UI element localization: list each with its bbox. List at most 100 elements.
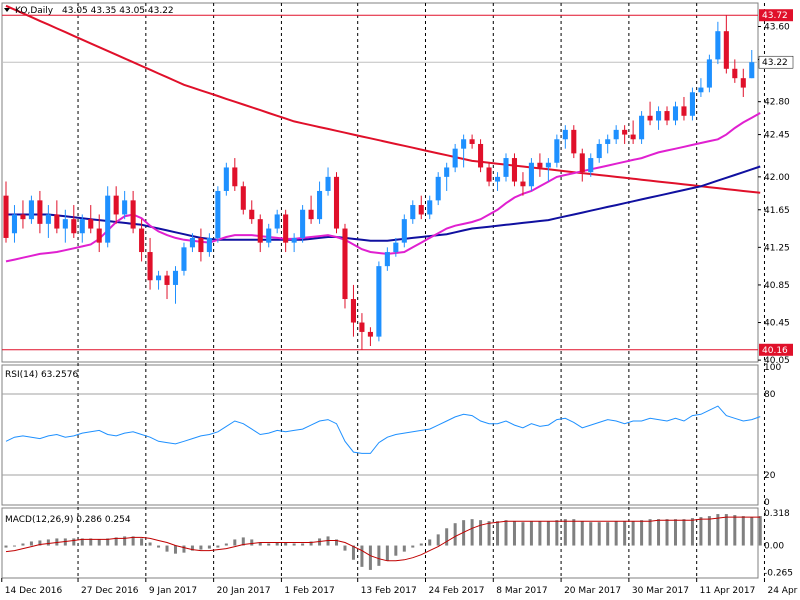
candle	[62, 209, 68, 243]
macd-tick-label: 0.318	[764, 509, 790, 519]
macd-histogram-bar	[707, 516, 711, 546]
macd-histogram-bar	[648, 519, 652, 546]
candle-body	[596, 143, 602, 159]
candle	[698, 78, 704, 97]
candle	[291, 233, 297, 253]
y-tick-label: 41.25	[764, 243, 790, 253]
macd-histogram-bar	[453, 523, 457, 546]
macd-histogram-bar	[580, 521, 584, 546]
candle	[393, 237, 399, 257]
macd-histogram-bar	[521, 522, 525, 546]
candle-body	[113, 195, 119, 215]
rsi-tick-label: 100	[764, 363, 781, 373]
candle-body	[62, 219, 68, 229]
candle-body	[3, 195, 9, 238]
macd-histogram-bar	[29, 541, 33, 546]
macd-histogram-bar	[46, 539, 50, 546]
rsi-tick-label: 80	[764, 390, 776, 400]
macd-histogram-bar	[411, 545, 415, 548]
candle	[715, 21, 721, 65]
macd-histogram-bar	[538, 521, 542, 546]
candle	[384, 247, 390, 271]
macd-histogram-bar	[640, 520, 644, 546]
candle	[410, 200, 416, 224]
macd-histogram-bar	[301, 543, 305, 546]
macd-histogram-bar	[623, 521, 627, 546]
candle	[418, 195, 424, 220]
rsi-line	[5, 405, 761, 454]
candle-body	[749, 62, 755, 79]
candle-body	[732, 68, 738, 79]
macd-histogram-bar	[55, 538, 59, 546]
y-tick-label: 42.45	[764, 131, 790, 141]
x-tick-label: 9 Jan 2017	[149, 586, 197, 596]
candle	[486, 162, 492, 187]
candle	[511, 153, 518, 187]
candle	[172, 266, 179, 304]
candle-body	[257, 219, 263, 243]
candle	[359, 313, 365, 350]
candle	[452, 143, 458, 173]
macd-histogram-bar	[241, 537, 245, 546]
candle-body	[528, 162, 534, 187]
candle-body	[283, 214, 289, 243]
macd-histogram-bar	[614, 521, 618, 546]
y-tick-label: 40.05	[764, 356, 790, 366]
candle	[706, 54, 712, 93]
macd-histogram-bar	[335, 539, 339, 546]
rsi-tick-label: 20	[764, 471, 776, 481]
candle-body	[681, 106, 687, 116]
candle-body	[630, 134, 636, 140]
candle	[537, 153, 543, 177]
level-price-label: 43.72	[762, 11, 788, 21]
candle	[215, 186, 221, 243]
candle	[79, 214, 85, 243]
candle-body	[554, 139, 560, 163]
candle-body	[122, 200, 128, 215]
candle	[444, 162, 450, 191]
macd-histogram-bar	[750, 517, 754, 546]
candle	[189, 233, 195, 253]
candle-body	[45, 214, 51, 224]
rsi-title: RSI(14) 63.2576	[5, 370, 78, 380]
candle-body	[181, 247, 187, 271]
macd-histogram-bar	[546, 521, 550, 546]
candle	[435, 172, 441, 206]
candle	[571, 125, 577, 159]
candle	[376, 261, 382, 342]
candle-body	[266, 228, 272, 243]
candle-body	[300, 209, 306, 238]
candle-body	[172, 270, 179, 285]
candle	[308, 195, 314, 224]
candle-body	[435, 176, 441, 201]
candle-body	[444, 167, 450, 177]
candle	[613, 125, 619, 144]
macd-tick-label: -0.265	[764, 568, 793, 578]
macd-histogram-bar	[216, 545, 220, 548]
macd-histogram-bar	[233, 539, 237, 546]
macd-histogram-bar	[250, 539, 254, 546]
macd-histogram-bar	[665, 519, 669, 546]
x-tick-label: 20 Mar 2017	[564, 586, 621, 596]
candle	[740, 68, 746, 97]
macd-histogram-bar	[165, 545, 169, 552]
candle	[562, 125, 568, 149]
macd-histogram-bar	[487, 521, 491, 546]
candle	[622, 125, 628, 144]
macd-histogram-bar	[199, 545, 203, 550]
candle	[28, 195, 34, 224]
x-tick-label: 30 Mar 2017	[632, 586, 689, 596]
candle	[274, 209, 280, 234]
candle	[71, 205, 77, 238]
macd-histogram-bar	[657, 519, 661, 546]
x-tick-label: 27 Dec 2016	[81, 586, 139, 596]
candle-body	[664, 111, 670, 121]
macd-histogram-bar	[436, 534, 440, 546]
candle	[367, 327, 373, 347]
macd-histogram-bar	[496, 521, 500, 546]
candle	[147, 237, 153, 290]
candle-body	[639, 115, 645, 140]
current-price-label: 43.22	[762, 58, 788, 68]
symbol-dropdown-icon[interactable]	[4, 8, 10, 12]
